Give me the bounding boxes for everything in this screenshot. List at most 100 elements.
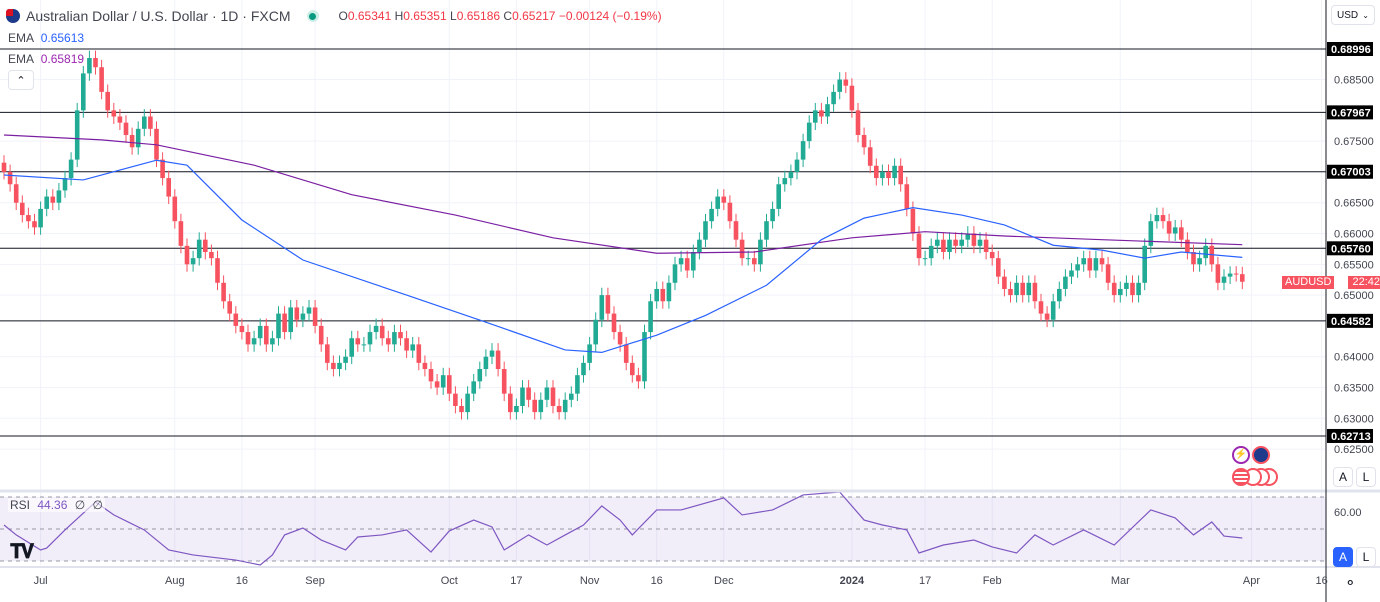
ema-fast-legend[interactable]: EMA 0.65613	[8, 31, 84, 45]
candle	[1203, 238, 1208, 266]
candle	[904, 176, 910, 217]
candle	[447, 367, 452, 402]
collapse-legend-button[interactable]: ⌃	[8, 70, 34, 90]
candle	[148, 109, 153, 137]
candle-body	[636, 375, 641, 382]
candle-body	[996, 258, 1001, 277]
candle	[550, 380, 556, 414]
candle-body	[93, 57, 98, 68]
candle-body	[575, 375, 580, 394]
candle	[74, 102, 80, 168]
candle	[318, 318, 324, 352]
time-tick-label: Jul	[34, 575, 48, 587]
candle-body	[776, 184, 781, 209]
candle-body	[172, 196, 178, 222]
candle	[630, 355, 635, 383]
lightning-event-icon[interactable]: ⚡	[1232, 446, 1250, 464]
candle	[691, 244, 696, 278]
candle-body	[392, 332, 397, 345]
candle	[257, 318, 263, 346]
ema-slow-legend[interactable]: EMA 0.65819	[8, 52, 84, 66]
candle-body	[209, 252, 214, 259]
candle-body	[13, 184, 19, 203]
candle-body	[648, 301, 653, 333]
candle	[843, 72, 849, 94]
candle-body	[227, 301, 232, 314]
candle-body	[257, 325, 263, 339]
candle	[1166, 213, 1172, 241]
candle-body	[1227, 273, 1233, 277]
candle	[1185, 232, 1190, 260]
candle	[239, 318, 245, 340]
candle	[62, 170, 68, 198]
high-label: H	[394, 9, 404, 23]
candle	[581, 355, 586, 383]
candle	[50, 189, 56, 211]
tradingview-logo[interactable]: 𝐓𝐕	[10, 541, 34, 563]
candle-body	[861, 134, 867, 148]
candle-body	[819, 110, 824, 117]
candle-body	[623, 344, 629, 363]
candle-body	[898, 165, 903, 185]
candle-body	[660, 288, 666, 302]
candle	[459, 398, 464, 420]
candle	[599, 287, 605, 328]
candle	[623, 336, 629, 371]
candle-body	[306, 307, 312, 314]
candle-body	[1057, 288, 1062, 302]
time-tick-label: Apr	[1243, 575, 1260, 587]
candle-body	[416, 344, 422, 363]
candle-body	[825, 104, 830, 117]
currency-select[interactable]: USD ⌄	[1331, 5, 1375, 25]
level-price-label: 0.68996	[1331, 44, 1371, 56]
rsi-auto-scale-button[interactable]: A	[1333, 547, 1353, 567]
candle	[867, 139, 873, 174]
candle	[837, 72, 842, 100]
candle	[678, 250, 684, 272]
candle-body	[947, 239, 952, 253]
level-price-label: 0.67003	[1331, 167, 1371, 179]
candle-body	[343, 356, 348, 363]
candle	[1099, 250, 1105, 272]
candle	[752, 250, 757, 272]
candle	[806, 115, 812, 149]
candle	[508, 386, 513, 420]
candle-body	[983, 239, 989, 253]
candle-body	[959, 239, 964, 246]
candle-body	[642, 332, 647, 382]
settings-icon[interactable]: ⚬	[1344, 575, 1357, 592]
candle-body	[837, 79, 842, 92]
candle	[294, 300, 300, 328]
candle-body	[495, 350, 501, 370]
candle-body	[142, 116, 147, 129]
candle	[758, 232, 763, 272]
candle-body	[666, 282, 672, 302]
candle-body	[447, 375, 452, 394]
candle-body	[99, 67, 104, 92]
symbol-title[interactable]: Australian Dollar / U.S. Dollar · 1D · F…	[26, 8, 291, 24]
price-tick-label: 0.62500	[1334, 444, 1374, 456]
candle	[880, 164, 885, 186]
time-tick-label: 16	[1315, 575, 1327, 587]
aud-event-icon[interactable]	[1252, 446, 1270, 464]
candle-body	[514, 405, 519, 413]
candle	[849, 78, 855, 118]
ema-slow-label: EMA	[8, 52, 34, 66]
usd-flag-event-icon[interactable]	[1232, 468, 1250, 486]
time-tick-label: 17	[510, 575, 522, 587]
level-price-tag	[1327, 164, 1373, 179]
rsi-legend[interactable]: RSI 44.36 ∅ ∅	[8, 498, 105, 512]
candle-body	[599, 295, 605, 320]
candle-body	[483, 356, 489, 370]
candle-body	[562, 399, 568, 413]
rsi-log-scale-button[interactable]: L	[1356, 547, 1376, 567]
candle-body	[544, 387, 550, 400]
log-scale-button[interactable]: L	[1356, 467, 1376, 487]
candle-body	[501, 369, 507, 394]
auto-scale-button[interactable]: A	[1333, 467, 1353, 487]
candle	[166, 170, 171, 204]
candle-body	[569, 393, 574, 400]
level-price-label: 0.65760	[1331, 243, 1371, 255]
candle	[996, 250, 1001, 285]
